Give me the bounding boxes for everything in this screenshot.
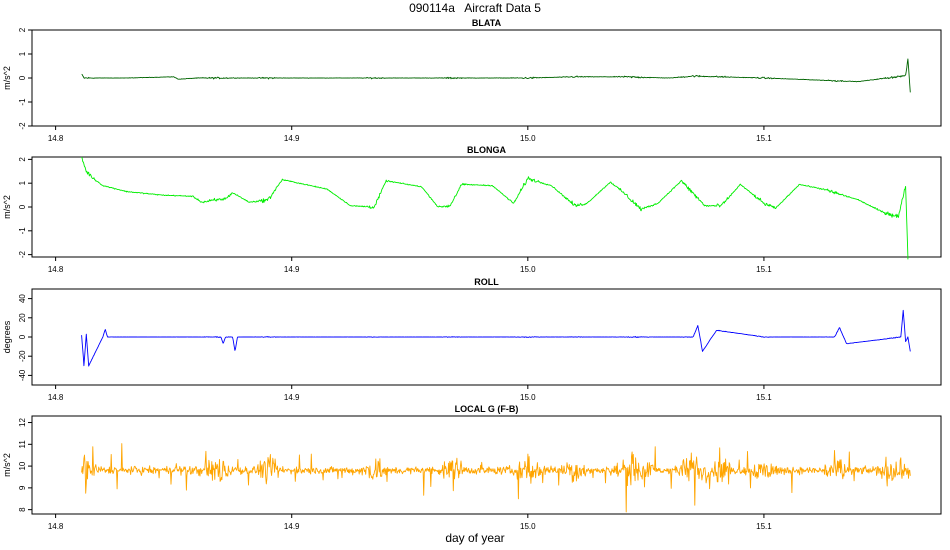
series-line [81, 443, 911, 513]
panel-blata: BLATA m/s^2 -2 -1 0 1 2 14.8 14.9 15.0 15.1 [2, 18, 942, 143]
y-tick-label: 2 [18, 157, 27, 162]
y-tick-label: 2 [18, 27, 27, 32]
x-tick-label: 14.9 [284, 393, 300, 402]
plot-frame [31, 156, 942, 258]
x-tick-label: 14.8 [48, 522, 64, 531]
panel-title: LOCAL G (F-B) [455, 404, 519, 414]
y-tick-label: 1 [18, 180, 27, 185]
y-tick-label: 20 [18, 313, 27, 322]
panel-roll: ROLL degrees -40 -20 0 20 40 14.8 14.9 15.0 15.1 [2, 277, 942, 402]
series-line [81, 309, 911, 367]
y-tick-label: 40 [18, 294, 27, 303]
y-tick-label: 10 [18, 461, 27, 470]
y-tick-label: 11 [18, 440, 27, 449]
x-tick-label: 15.0 [520, 522, 536, 531]
x-tick-label: 14.9 [284, 265, 300, 274]
y-tick-label: 12 [18, 418, 27, 427]
x-tick-label: 15.1 [756, 522, 772, 531]
x-tick-label: 14.9 [284, 134, 300, 143]
panel-blonga: BLONGA m/s^2 -2 -1 0 1 2 14.8 14.9 15.0 15.1 [2, 145, 942, 274]
y-tick-label: 0 [18, 334, 27, 339]
panel-title: BLATA [472, 18, 502, 28]
y-tick-label: 0 [18, 204, 27, 209]
y-tick-label: 0 [18, 75, 27, 80]
y-tick-label: -20 [18, 350, 27, 362]
y-tick-label: -1 [18, 98, 27, 106]
x-tick-label: 14.8 [48, 265, 64, 274]
x-tick-label: 14.9 [284, 522, 300, 531]
y-tick-label: -2 [18, 122, 27, 130]
y-axis-label: m/s^2 [2, 195, 12, 219]
panel-local-g-f-b-: LOCAL G (F-B) m/s^2 8 9 10 11 12 14.8 14.9 15.0 15… [2, 404, 942, 531]
y-tick-label: -40 [18, 369, 27, 381]
x-tick-label: 15.1 [756, 134, 772, 143]
y-tick-label: -2 [18, 251, 27, 259]
x-tick-label: 15.1 [756, 265, 772, 274]
x-tick-label: 15.0 [520, 393, 536, 402]
y-tick-label: -1 [18, 227, 27, 235]
y-axis-label: degrees [2, 320, 12, 353]
x-tick-label: 15.0 [520, 134, 536, 143]
y-tick-label: 9 [18, 485, 27, 490]
x-axis-label: day of year [445, 531, 505, 545]
x-tick-label: 15.0 [520, 265, 536, 274]
x-tick-label: 14.8 [48, 134, 64, 143]
series-line [81, 156, 909, 260]
plot-frame [31, 415, 942, 515]
panel-title: BLONGA [467, 145, 506, 155]
x-tick-label: 14.8 [48, 393, 64, 402]
y-axis-label: m/s^2 [2, 66, 12, 90]
y-tick-label: 1 [18, 51, 27, 56]
y-tick-label: 8 [18, 507, 27, 512]
page-title: 090114a Aircraft Data 5 [409, 1, 541, 15]
x-tick-label: 15.1 [756, 393, 772, 402]
panel-title: ROLL [474, 277, 499, 287]
series-line [81, 58, 911, 93]
y-axis-label: m/s^2 [2, 453, 12, 477]
